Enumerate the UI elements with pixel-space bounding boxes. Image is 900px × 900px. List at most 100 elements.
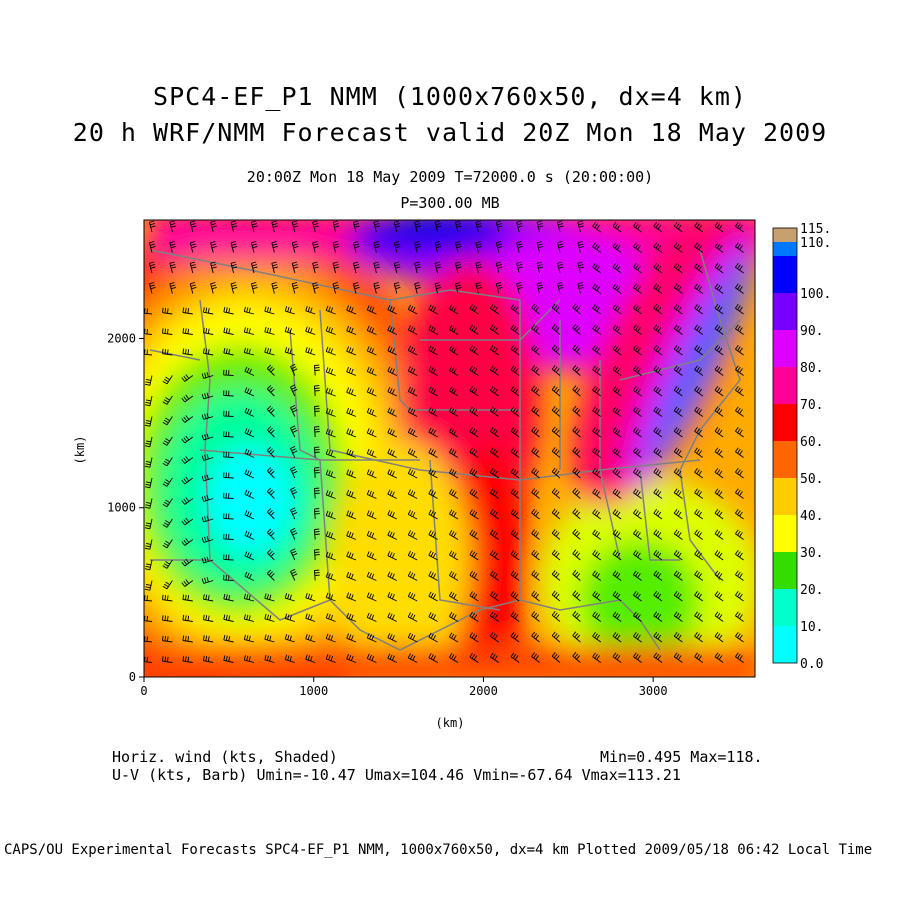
wind-barb-flag: [655, 469, 660, 474]
wind-barb-flag: [714, 488, 719, 494]
wind-barb-flag: [533, 387, 537, 392]
wind-barb-flag: [694, 590, 698, 596]
wind-barb-flag: [653, 611, 658, 617]
wind-barb-flag: [696, 387, 700, 392]
wind-barb-flag: [653, 570, 658, 576]
wind-barb-flag: [248, 307, 251, 313]
wind-barb-flag: [655, 305, 660, 310]
wind-barb-flag: [694, 303, 698, 309]
wind-barb-flag: [201, 393, 205, 400]
wind-barb-flag: [594, 243, 598, 249]
wind-barb-flag: [516, 220, 522, 223]
colorbar-label: 90.: [800, 324, 823, 339]
wind-barb-flag: [473, 593, 478, 599]
wind-barb-flag: [714, 631, 719, 637]
wind-barb-flag: [555, 388, 560, 394]
wind-barb-flag: [616, 634, 621, 640]
wind-barb-shaft: [633, 574, 642, 581]
wind-barb-flag: [737, 284, 741, 290]
wind-barb-shaft: [612, 594, 622, 602]
wind-barb-shaft: [735, 451, 744, 458]
wind-barb-flag: [453, 532, 457, 538]
wind-barb-shaft: [290, 407, 296, 417]
wind-barb-flag: [574, 387, 579, 392]
wind-barb-flag: [325, 490, 329, 496]
wind-barb-flag: [714, 406, 719, 412]
wind-barb-shaft: [572, 368, 581, 376]
wind-barb-flag: [456, 245, 462, 249]
wind-barb-shaft: [633, 492, 642, 499]
wind-barb-flag: [346, 448, 350, 454]
wind-barb-flag: [451, 346, 455, 352]
wind-barb-flag: [718, 306, 723, 312]
wind-barb-flag: [369, 306, 372, 312]
wind-barb-flag: [371, 614, 375, 620]
wind-barb-flag: [225, 614, 228, 620]
wind-barb-flag: [348, 449, 352, 455]
wind-barb-flag: [536, 282, 542, 285]
wind-barb-flag: [531, 631, 535, 637]
wind-barb-flag: [243, 614, 246, 620]
wind-barb-flag: [187, 615, 190, 621]
wind-barb-flag: [387, 653, 391, 659]
wind-barb-flag: [555, 655, 560, 660]
wind-barb-flag: [246, 429, 250, 435]
wind-barb-flag: [346, 305, 350, 311]
wind-barb-flag: [312, 261, 318, 264]
wind-barb-flag: [266, 426, 272, 431]
wind-barb-flag: [266, 594, 269, 600]
wind-barb-flag: [272, 284, 278, 287]
wind-barb-flag: [533, 653, 537, 659]
wind-barb-flag: [246, 594, 249, 600]
wind-barb-shaft: [612, 348, 622, 356]
wind-barb-flag: [655, 223, 660, 228]
wind-barb-flag: [517, 284, 523, 287]
wind-barb-flag: [512, 530, 517, 536]
wind-barb-flag: [574, 469, 579, 474]
wind-barb-shaft: [346, 576, 357, 581]
wind-barb-flag: [490, 447, 494, 453]
wind-barb-flag: [145, 483, 151, 486]
wind-barb-flag: [391, 348, 395, 354]
wind-barb-flag: [373, 282, 379, 285]
wind-barb-flag: [469, 406, 473, 412]
wind-barb-flag: [244, 366, 248, 372]
wind-barb-flag: [272, 245, 279, 249]
wind-barb-flag: [346, 325, 350, 331]
wind-barb-flag: [325, 449, 329, 455]
wind-barb-shaft: [510, 389, 520, 397]
wind-barb-flag: [346, 551, 350, 557]
wind-barb-flag: [290, 507, 296, 511]
wind-barb-flag: [512, 469, 517, 474]
wind-barb-shaft: [408, 411, 418, 417]
wind-barb-flag: [572, 467, 577, 472]
wind-barb-flag: [181, 377, 186, 382]
wind-barb-flag: [576, 634, 581, 640]
wind-barb-flag: [407, 591, 411, 597]
wind-barb-flag: [616, 511, 621, 517]
wind-barb-flag: [718, 224, 723, 230]
wind-barb-flag: [637, 224, 641, 230]
wind-barb-flag: [514, 511, 519, 517]
wind-barb-flag: [718, 265, 723, 271]
wind-barb-flag: [313, 286, 319, 290]
wind-barb-shaft: [673, 533, 683, 540]
wind-barb-flag: [225, 307, 228, 313]
wind-barb-shaft: [285, 331, 295, 335]
wind-barb-flag: [553, 530, 558, 536]
wind-barb-flag: [169, 261, 175, 264]
wind-barb-flag: [325, 305, 329, 311]
wind-barb-flag: [471, 449, 476, 454]
wind-barb-flag: [635, 633, 639, 638]
wind-barb-shaft: [572, 512, 581, 520]
wind-barb-flag: [673, 283, 678, 289]
wind-barb-flag: [142, 616, 143, 621]
wind-barb-flag: [576, 347, 581, 353]
colorbar-swatch: [773, 552, 797, 589]
wind-barb-flag: [266, 446, 272, 451]
wind-barb-flag: [576, 511, 581, 517]
wind-barb-flag: [432, 368, 436, 374]
x-tick-label: 2000: [469, 684, 498, 698]
wind-barb-flag: [735, 344, 739, 350]
